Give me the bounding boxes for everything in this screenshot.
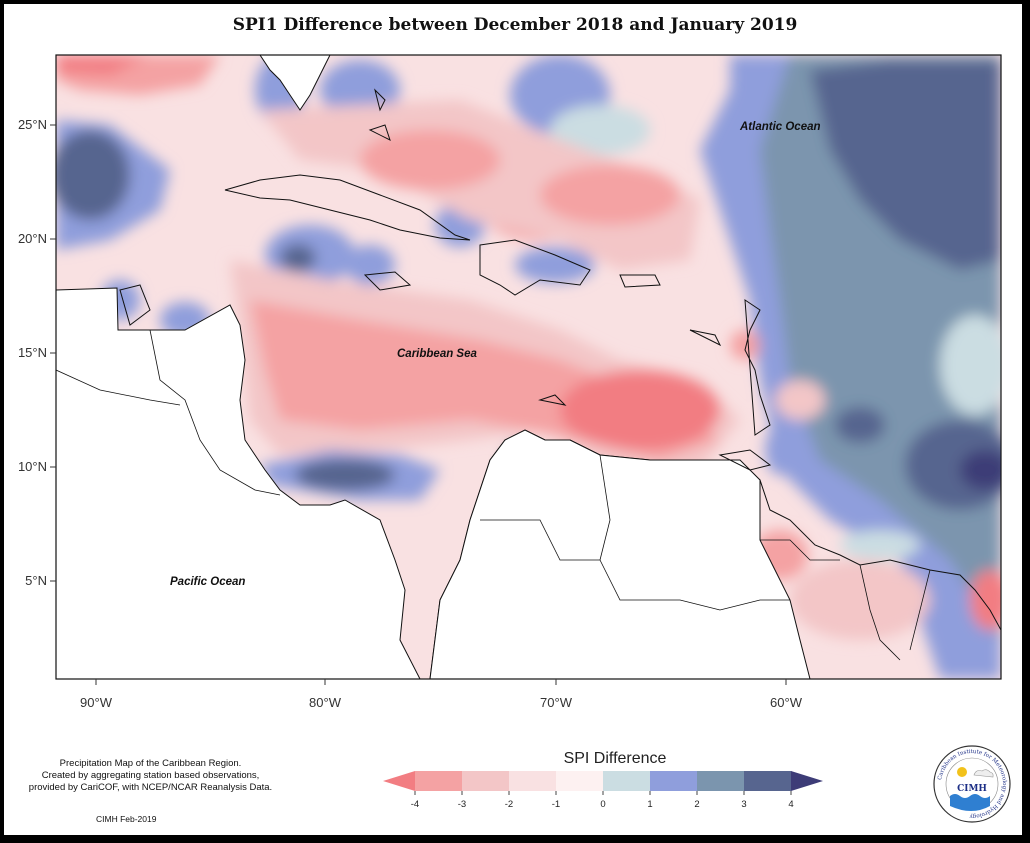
- color-legend-bar: [383, 771, 823, 791]
- legend-color-swatch: [509, 771, 557, 791]
- lon-label-90w: 90°W: [80, 695, 113, 710]
- legend-color-swatch: [744, 771, 792, 791]
- legend-color-swatch: [697, 771, 745, 791]
- map-panel: Atlantic Ocean Caribbean Sea Pacific Oce…: [56, 55, 1001, 679]
- legend-arrow-high: [791, 771, 823, 791]
- legend-tick-label: -1: [552, 799, 560, 810]
- legend-tick-label: 4: [788, 799, 793, 810]
- legend-color-swatch: [415, 771, 463, 791]
- lat-label-25n: 25°N: [18, 117, 47, 132]
- legend-arrow-low: [383, 771, 415, 791]
- label-pacific-ocean: Pacific Ocean: [170, 576, 245, 588]
- legend-tick-label: -3: [458, 799, 466, 810]
- legend-tick-label: -2: [505, 799, 513, 810]
- legend-tick-label: 1: [647, 799, 652, 810]
- label-atlantic-ocean: Atlantic Ocean: [739, 121, 821, 133]
- latitude-axis: 25°N 20°N 15°N 10°N 5°N: [18, 117, 56, 588]
- legend-tick-label: 2: [694, 799, 699, 810]
- cimh-logo: Caribbean Institute for Meteorology and …: [933, 745, 1011, 823]
- legend-color-swatch: [650, 771, 698, 791]
- lon-label-70w: 70°W: [540, 695, 573, 710]
- island-outlines: [119, 88, 772, 471]
- map-title: SPI1 Difference between December 2018 an…: [232, 15, 798, 35]
- legend-tick-label: 0: [600, 799, 605, 810]
- legend-color-swatch: [556, 771, 604, 791]
- legend-tick-label: -4: [411, 799, 419, 810]
- sun-icon: [957, 767, 967, 777]
- label-caribbean-sea: Caribbean Sea: [397, 348, 477, 360]
- credit-line-3: provided by CariCOF, with NCEP/NCAR Rean…: [28, 782, 273, 793]
- lat-label-20n: 20°N: [18, 231, 47, 246]
- credit-text: Precipitation Map of the Caribbean Regio…: [8, 758, 293, 794]
- country-borders: [56, 329, 931, 661]
- lon-label-60w: 60°W: [770, 695, 803, 710]
- lat-label-5n: 5°N: [25, 573, 47, 588]
- lat-label-15n: 15°N: [18, 345, 47, 360]
- legend-tick-label: 3: [741, 799, 746, 810]
- footer-text: CIMH Feb-2019: [96, 814, 157, 824]
- waves-icon: [950, 794, 990, 811]
- legend-color-swatch: [462, 771, 510, 791]
- spi-difference-field: [56, 55, 1001, 679]
- land-mask: [56, 55, 1001, 679]
- map-border: [55, 54, 1002, 680]
- lon-label-80w: 80°W: [309, 695, 342, 710]
- credit-line-1: Precipitation Map of the Caribbean Regio…: [59, 758, 242, 769]
- logo-cimh-text: CIMH: [957, 784, 987, 794]
- lat-label-10n: 10°N: [18, 459, 47, 474]
- longitude-axis: 90°W 80°W 70°W 60°W: [80, 679, 803, 710]
- legend-title: SPI Difference: [563, 750, 667, 767]
- credit-line-2: Created by aggregating station based obs…: [41, 770, 260, 781]
- cloud-icon: [973, 769, 994, 778]
- legend-color-swatch: [603, 771, 651, 791]
- color-legend-ticks: -4 -3 -2 -1 0 1 2 3 4: [411, 791, 794, 810]
